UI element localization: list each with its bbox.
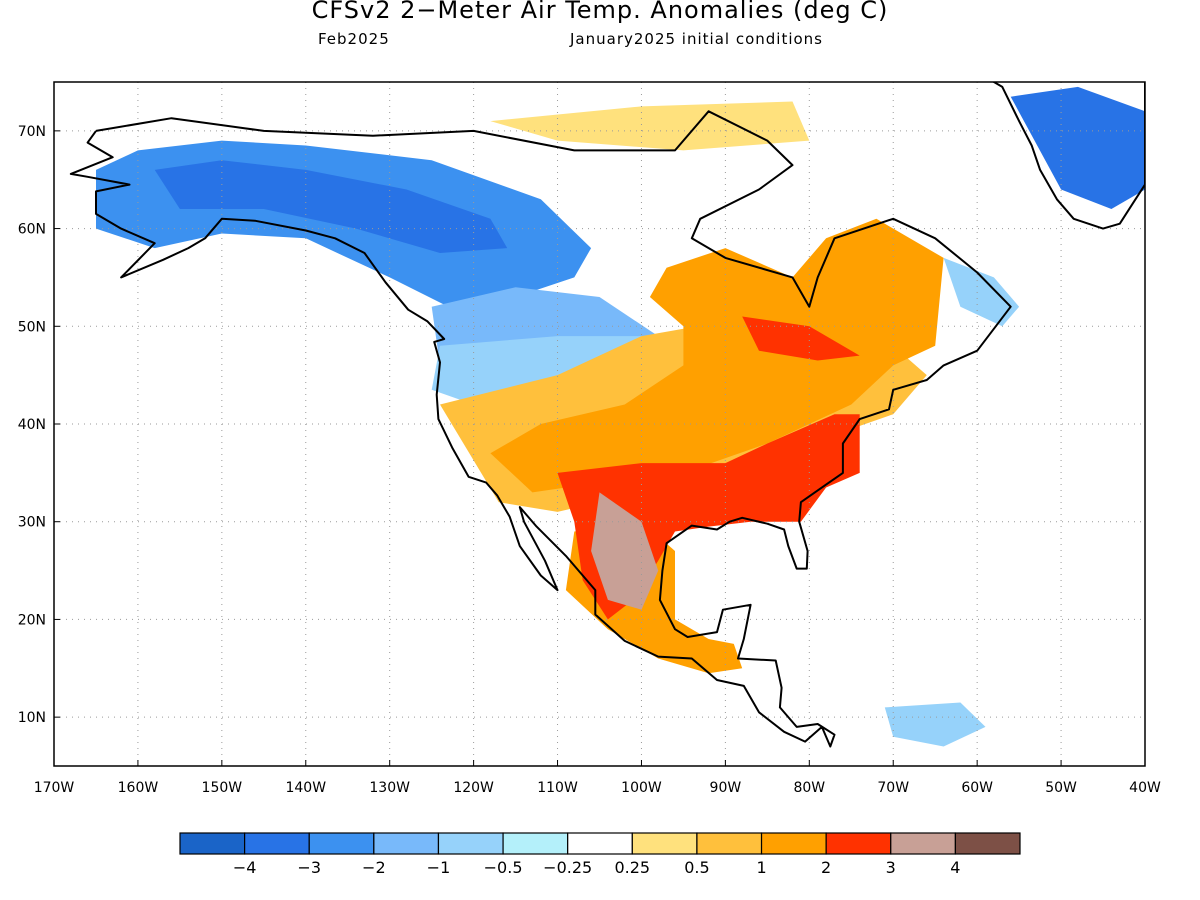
- colorbar-swatch: [825, 832, 892, 855]
- colorbar-swatch: [244, 832, 310, 855]
- anomaly-fills: [96, 86, 1145, 747]
- initial-conditions: January2025 initial conditions: [570, 30, 823, 48]
- lon-tick-label: 160W: [118, 780, 159, 796]
- colorbar-swatch: [567, 832, 633, 855]
- colorbar-label: −2: [362, 858, 386, 877]
- anomaly-region-12: [742, 316, 860, 361]
- colorbar-label: −0.5: [484, 858, 523, 877]
- colorbar-label: −3: [297, 858, 321, 877]
- anomaly-region-4: [431, 336, 650, 405]
- colorbar-label: 0.25: [614, 858, 650, 877]
- lat-tick-label: 10N: [18, 710, 46, 726]
- lon-tick-label: 120W: [453, 780, 494, 796]
- lon-tick-label: 130W: [369, 780, 410, 796]
- lon-tick-label: 140W: [285, 780, 326, 796]
- colorbar-label: −4: [233, 858, 257, 877]
- anomaly-region-5: [943, 257, 1020, 327]
- axis-ticks: 170W 160W 150W 140W 130W 120W 110W 100W 90W 80W 70…: [18, 124, 1161, 796]
- anomaly-region-9: [490, 218, 944, 493]
- coastlines: [69, 82, 1145, 748]
- lon-tick-label: 80W: [793, 780, 825, 796]
- lon-tick-label: 110W: [537, 780, 578, 796]
- colorbar-label: −0.25: [543, 858, 592, 877]
- map-title: CFSv2 2−Meter Air Temp. Anomalies (deg C…: [311, 0, 889, 24]
- colorbar-swatch: [890, 832, 956, 855]
- lon-tick-label: 40W: [1129, 780, 1161, 796]
- colorbar-label: 0.5: [684, 858, 709, 877]
- lat-tick-label: 50N: [18, 319, 46, 335]
- lon-tick-label: 50W: [1045, 780, 1077, 796]
- colorbar-label: 2: [821, 858, 831, 877]
- colorbar-swatch: [179, 832, 246, 855]
- colorbar-swatch: [954, 832, 1021, 855]
- colorbar-swatch: [437, 832, 504, 855]
- colorbar-label: −1: [427, 858, 451, 877]
- colorbar-label: 1: [756, 858, 766, 877]
- lon-tick-label: 170W: [34, 780, 75, 796]
- lon-tick-label: 150W: [202, 780, 243, 796]
- lon-tick-label: 60W: [961, 780, 993, 796]
- colorbar-swatch: [502, 832, 569, 855]
- colorbar-label: 4: [950, 858, 960, 877]
- colorbar-swatch: [631, 832, 698, 855]
- colorbar-swatch: [373, 832, 440, 855]
- lon-tick-label: 90W: [710, 780, 742, 796]
- lat-tick-label: 40N: [18, 417, 46, 433]
- north-america-coastline: [69, 110, 1012, 748]
- colorbar-swatch: [308, 832, 375, 855]
- graticule: [54, 82, 1145, 766]
- lon-tick-label: 100W: [621, 780, 662, 796]
- anomaly-region-2: [1010, 86, 1145, 209]
- colorbar-swatch: [760, 832, 827, 855]
- lat-tick-label: 60N: [18, 222, 46, 238]
- lon-tick-label: 70W: [877, 780, 909, 796]
- colorbar-swatch: [696, 832, 763, 855]
- anomaly-region-1: [154, 160, 508, 253]
- lat-tick-label: 70N: [18, 124, 46, 140]
- lat-tick-label: 30N: [18, 515, 46, 531]
- anomaly-region-7: [490, 101, 810, 151]
- colorbar: −4 −3 −2 −1 −0.5 −0.25 0.25 0.5 1 2 3 4: [179, 832, 1021, 877]
- forecast-month: Feb2025: [318, 30, 390, 48]
- colorbar-label: 3: [886, 858, 896, 877]
- greenland-coastline: [991, 82, 1145, 230]
- lat-tick-label: 20N: [18, 612, 46, 628]
- anomaly-region-6: [884, 702, 986, 747]
